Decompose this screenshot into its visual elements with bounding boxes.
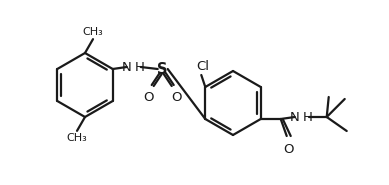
Text: N: N — [122, 60, 132, 73]
Text: CH₃: CH₃ — [67, 133, 88, 143]
Text: S: S — [158, 61, 168, 77]
Text: H: H — [303, 110, 313, 124]
Text: O: O — [284, 143, 294, 156]
Text: CH₃: CH₃ — [82, 27, 103, 37]
Text: H: H — [135, 60, 145, 73]
Text: N: N — [290, 110, 300, 124]
Text: Cl: Cl — [196, 60, 209, 73]
Text: O: O — [172, 91, 182, 104]
Text: O: O — [144, 91, 154, 104]
